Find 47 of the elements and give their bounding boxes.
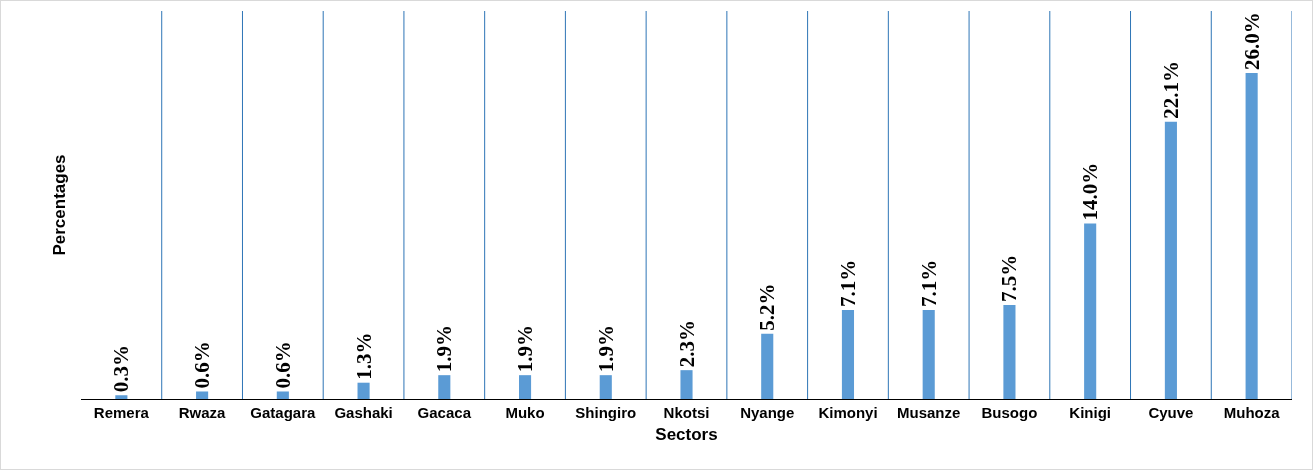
data-label: 0.3% [109,344,134,393]
bar [1084,223,1097,399]
bar [922,309,935,399]
data-label: 1.9% [513,324,538,373]
data-label: 7.5% [997,254,1022,302]
x-tick-label: Muko [505,404,545,421]
data-label: 2.3% [674,319,699,368]
x-tick-label: Nyange [740,404,795,421]
data-label: 1.9% [593,324,618,373]
data-label: 1.3% [351,332,376,380]
bar [841,309,855,399]
data-label: 0.6% [270,341,295,389]
x-axis-title: Sectors [655,425,718,445]
data-label: 14.0% [1078,162,1103,221]
x-tick-label: Kinigi [1069,404,1112,421]
x-tick-label: Muhoza [1223,404,1281,421]
data-label: 5.2% [755,283,780,331]
bar [115,395,128,399]
x-tick-label: Gatagara [250,404,316,421]
y-axis-title: Percentages [49,154,69,256]
bar [1003,304,1016,399]
data-label: 0.6% [190,341,215,389]
data-label: 7.1% [835,259,860,307]
data-label: 7.1% [916,259,941,307]
x-tick-label: Gacaca [417,404,472,421]
x-tick-label: Shingiro [575,404,637,421]
data-label: 1.9% [432,324,457,373]
x-tick-label: Cyuve [1148,404,1194,421]
bar [1245,72,1258,399]
bar [1164,121,1177,399]
bar [599,375,612,399]
bar [761,333,774,399]
bar [680,370,693,399]
x-tick-label: Busogo [981,404,1038,421]
x-tick-label: Kimonyi [818,404,878,421]
bar [196,391,209,399]
bar [276,391,289,399]
data-label: 26.0% [1239,12,1264,70]
x-tick-label: Remera [93,404,150,421]
x-tick-label: Rwaza [178,404,227,421]
bar [438,375,451,399]
bar [357,382,370,399]
x-tick-label: Gashaki [334,404,393,421]
x-tick-label: Musanze [897,404,961,421]
data-label: 22.1% [1158,61,1183,119]
x-tick-label: Nkotsi [663,404,710,421]
bar [518,375,532,399]
